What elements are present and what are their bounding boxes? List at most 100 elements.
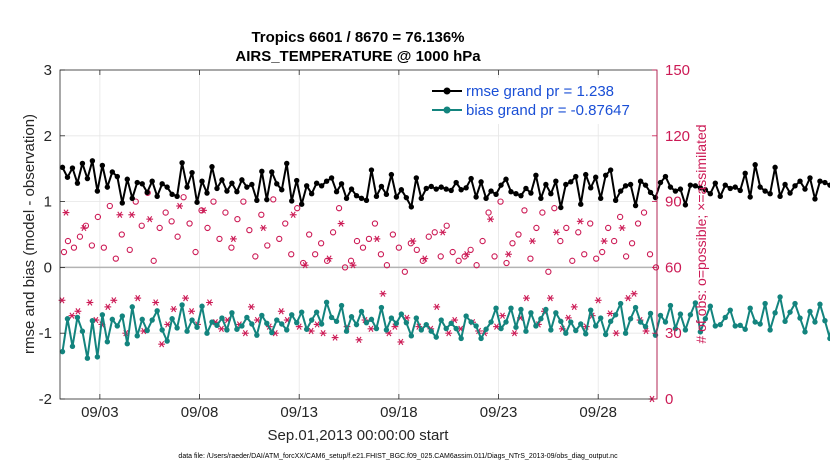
rmse-point xyxy=(328,175,335,181)
y-tick-label: 2 xyxy=(44,128,52,145)
rmse-point xyxy=(249,181,255,188)
obs-possible-point xyxy=(569,257,576,264)
asterisk-stroke xyxy=(177,202,183,210)
bias-point xyxy=(333,318,340,325)
asterisk-stroke xyxy=(398,338,404,346)
bias-point xyxy=(657,312,664,319)
bias-point xyxy=(408,333,415,339)
bias-point xyxy=(742,326,748,332)
bias-point xyxy=(284,327,290,333)
obs-possible-point xyxy=(329,229,337,236)
bias-point xyxy=(767,327,773,333)
bias-point xyxy=(777,294,783,300)
bias-point xyxy=(822,317,828,324)
y-tick-label: 1 xyxy=(44,194,52,211)
bias-point xyxy=(473,323,479,329)
rmse-point xyxy=(59,164,66,171)
bias-point xyxy=(94,354,101,360)
obs-assimilated-point xyxy=(176,202,183,210)
rmse-point xyxy=(214,185,220,192)
obs-assimilated-point xyxy=(182,294,189,302)
asterisk-stroke xyxy=(374,235,380,243)
obs-possible-point xyxy=(306,231,313,238)
chart-subtitle: AIRS_TEMPERATURE @ 1000 hPa xyxy=(235,48,481,65)
obs-assimilated-point xyxy=(277,308,285,315)
obs-assimilated-point xyxy=(134,294,142,302)
asterisk-stroke xyxy=(111,297,117,304)
bias-point xyxy=(139,316,145,323)
bias-point xyxy=(194,324,200,330)
bias-point xyxy=(373,325,380,332)
rmse-point xyxy=(89,158,96,164)
obs-assimilated-point xyxy=(259,224,267,232)
obs-possible-point xyxy=(425,233,432,240)
obs-assimilated-point xyxy=(62,209,70,216)
bias-point xyxy=(807,308,813,315)
rmse-point xyxy=(732,184,738,190)
bias-point xyxy=(269,329,275,336)
y-tick-label-right: 120 xyxy=(665,128,690,145)
bias-point xyxy=(667,302,674,309)
bias-point xyxy=(438,317,444,323)
rmse-point xyxy=(308,191,315,197)
rmse-point xyxy=(558,204,564,211)
obs-possible-point xyxy=(491,253,498,260)
chart-title: Tropics 6601 / 8670 = 76.136% xyxy=(251,29,464,46)
asterisk-stroke xyxy=(129,211,135,218)
legend-rmse-label: rmse grand pr = 1.238 xyxy=(466,83,614,100)
rmse-point xyxy=(139,181,145,187)
obs-possible-point xyxy=(317,240,325,247)
bias-point xyxy=(772,310,778,316)
rmse-point xyxy=(483,195,489,202)
obs-possible-point xyxy=(395,244,403,251)
obs-assimilated-point xyxy=(206,299,213,306)
asterisk-stroke xyxy=(218,325,224,333)
asterisk-stroke xyxy=(446,329,452,337)
rmse-point xyxy=(593,174,599,180)
asterisk-stroke xyxy=(165,321,171,328)
bias-point xyxy=(483,326,489,332)
obs-assimilated-point xyxy=(325,255,333,262)
y-tick-label-right: 60 xyxy=(665,259,682,276)
rmse-point xyxy=(687,182,694,188)
obs-assimilated-point xyxy=(116,211,124,218)
obs-possible-point xyxy=(156,224,163,232)
bias-point xyxy=(647,310,654,317)
obs-assimilated-point xyxy=(487,215,494,223)
obs-possible-point xyxy=(222,209,229,216)
bias-point xyxy=(298,309,305,315)
obs-assimilated-point xyxy=(552,229,560,236)
bias-point xyxy=(229,310,235,316)
obs-assimilated-point xyxy=(445,329,453,337)
grid xyxy=(60,70,657,399)
obs-possible-point xyxy=(413,246,420,254)
bias-point xyxy=(443,325,449,332)
bias-point xyxy=(279,321,285,327)
bias-point xyxy=(513,324,519,330)
obs-possible-point xyxy=(509,240,516,247)
rmse-point xyxy=(239,177,245,183)
asterisk-stroke xyxy=(643,327,649,335)
bias-point xyxy=(617,300,624,307)
bias-point xyxy=(762,300,768,307)
bias-point xyxy=(632,304,639,311)
asterisk-stroke xyxy=(631,290,637,297)
asterisk-stroke xyxy=(488,215,494,223)
obs-assimilated-point xyxy=(349,261,357,269)
obs-assimilated-point xyxy=(200,207,207,214)
bias-point xyxy=(189,317,195,323)
bias-point xyxy=(508,305,514,311)
rmse-point xyxy=(134,179,140,186)
bias-point xyxy=(114,323,121,329)
rmse-point xyxy=(777,193,783,200)
rmse-point xyxy=(318,183,325,189)
obs-possible-point xyxy=(294,205,301,212)
obs-possible-point xyxy=(210,198,217,205)
rmse-point xyxy=(194,199,200,205)
bias-point xyxy=(289,312,295,318)
rmse-point xyxy=(94,188,101,194)
asterisk-stroke xyxy=(494,323,500,330)
asterisk-stroke xyxy=(338,220,344,227)
bias-point xyxy=(672,325,679,332)
rmse-point xyxy=(303,183,310,189)
